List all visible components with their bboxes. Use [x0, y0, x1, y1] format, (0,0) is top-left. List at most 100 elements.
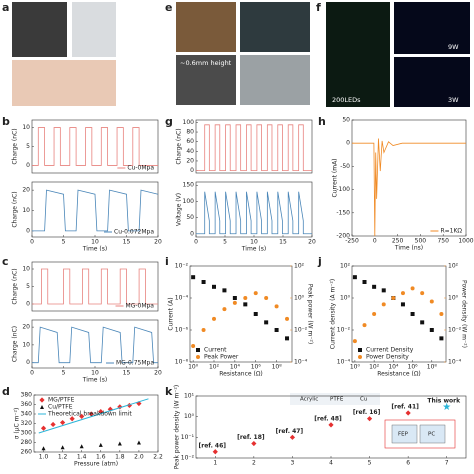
- marker: [429, 328, 434, 332]
- y-tick-label: 100: [183, 119, 195, 126]
- marker: [40, 425, 47, 431]
- y-axis-label: Current density (A m⁻²): [330, 279, 337, 349]
- y-tick-label: 380: [21, 392, 33, 399]
- x-axis-label: Time (s): [241, 246, 266, 253]
- y-axis-label: Peak power density (W m⁻²): [174, 385, 181, 469]
- marker: [232, 300, 237, 305]
- x-tick-label: 0: [30, 370, 34, 377]
- y-tick-label: 80: [186, 129, 194, 136]
- chart: -250 0 250 500 750 1000 -200 -150 -100 -50 0 50 Time…: [332, 117, 474, 252]
- plot-frame: [189, 265, 293, 363]
- x-tick-label: 10²: [209, 364, 220, 371]
- x-tick-label: 3: [291, 460, 295, 467]
- y-tick-label: 10⁻⁴: [337, 359, 351, 366]
- y-tick-label: 20: [186, 157, 194, 164]
- marker: [41, 446, 46, 451]
- legend-label: Theoretical breakdown limit: [47, 411, 132, 418]
- marker: [372, 284, 377, 289]
- legend-label: MG-0.75Mpa: [116, 360, 154, 367]
- y-tick-label: 360: [21, 401, 33, 408]
- y-tick-label: -100: [336, 186, 350, 193]
- y-axis-label: Charge (nC): [12, 268, 19, 304]
- x-tick-label: 0: [30, 239, 34, 246]
- photo-text: 200LEDs: [332, 96, 361, 104]
- x-tick-label: 750: [437, 238, 449, 245]
- y-tick-label: 10⁻²: [175, 263, 189, 270]
- panel-label: d: [2, 385, 10, 398]
- marker: [366, 416, 373, 422]
- y2-tick-label: 10⁻²: [294, 327, 308, 334]
- point-label: [ref. 41]: [391, 404, 419, 411]
- y-tick-label: 10⁻¹: [181, 434, 195, 441]
- y2-tick-label: 10⁻²: [448, 327, 462, 334]
- y2-tick-label: 10⁻⁴: [448, 359, 462, 366]
- x-tick-label: 2: [252, 460, 256, 467]
- y2-tick-label: 10⁰: [448, 295, 459, 302]
- y-tick-label: 20: [22, 187, 30, 194]
- y-tick-label: 10¹: [184, 393, 195, 400]
- x-tick-label: 1.2: [58, 454, 68, 461]
- legend-swatch: [196, 355, 200, 359]
- x-tick-label: 0: [373, 238, 377, 245]
- photo: [394, 2, 470, 54]
- marker: [362, 280, 367, 284]
- x-tick-label: 1.4: [77, 454, 87, 461]
- x-axis-label: Resistance (Ω): [377, 371, 421, 378]
- inset-label: Acrylic: [300, 397, 318, 403]
- legend-label: Peak Power: [204, 354, 239, 361]
- x-tick-label: -250: [345, 238, 359, 245]
- marker: [352, 339, 357, 344]
- marker: [222, 307, 227, 312]
- x-tick-label: 250: [392, 238, 404, 245]
- marker: [400, 302, 405, 307]
- point-label: [ref. 16]: [353, 409, 381, 416]
- marker: [400, 291, 405, 296]
- marker: [243, 296, 248, 300]
- line: [38, 398, 149, 434]
- legend-swatch: [40, 405, 44, 409]
- marker: [191, 275, 196, 280]
- y-tick-label: 0: [190, 167, 194, 174]
- marker: [429, 299, 434, 304]
- y-tick-label: 10: [22, 266, 30, 273]
- y-axis-label: Voltage (V): [176, 193, 183, 226]
- line: [32, 268, 158, 305]
- inset-label: Cu: [360, 397, 367, 403]
- x-tick-label: 10⁸: [272, 364, 283, 371]
- marker: [222, 288, 227, 293]
- inset-label: PC: [428, 432, 435, 438]
- panel-label: k: [165, 385, 173, 398]
- panel-label: j: [317, 255, 322, 268]
- marker: [212, 284, 217, 289]
- y-tick-label: 10⁻⁸: [175, 359, 189, 366]
- marker: [328, 422, 334, 428]
- plot-frame: [351, 119, 467, 237]
- panel-label: a: [2, 1, 9, 14]
- panel-label: e: [165, 1, 172, 14]
- point-label: [ref. 18]: [237, 434, 265, 441]
- marker: [60, 445, 65, 450]
- y-tick-label: 10²: [340, 263, 351, 270]
- x-tick-label: 10: [91, 239, 99, 246]
- inset-circuit: [384, 419, 456, 449]
- y-tick-label: 10: [22, 124, 30, 131]
- marker: [264, 296, 269, 300]
- legend-label: Current: [204, 347, 227, 354]
- x-tick-label: 0: [194, 239, 198, 246]
- marker: [253, 291, 258, 296]
- x-tick-label: 1.8: [115, 454, 125, 461]
- x-tick-label: 10: [250, 239, 258, 246]
- marker: [274, 304, 279, 309]
- y-tick-label: 10: [22, 207, 30, 214]
- y2-tick-label: 10²: [448, 263, 459, 270]
- photo: [176, 55, 236, 105]
- x-tick-label: 10⁰: [188, 364, 199, 371]
- y2-axis-label: Power density (W m⁻²): [461, 280, 468, 348]
- marker: [405, 410, 411, 416]
- marker: [60, 419, 66, 426]
- marker: [410, 286, 415, 291]
- y-tick-label: 0: [26, 162, 30, 169]
